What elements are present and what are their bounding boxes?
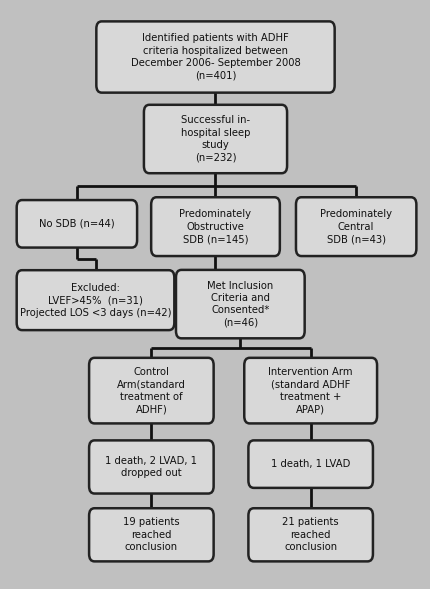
Text: 21 patients
reached
conclusion: 21 patients reached conclusion — [282, 517, 338, 552]
FancyBboxPatch shape — [144, 105, 286, 173]
FancyBboxPatch shape — [17, 200, 137, 247]
Text: Identified patients with ADHF
criteria hospitalized between
December 2006- Septe: Identified patients with ADHF criteria h… — [130, 34, 300, 81]
Text: Met Inclusion
Criteria and
Consented*
(n=46): Met Inclusion Criteria and Consented* (n… — [207, 280, 273, 327]
FancyBboxPatch shape — [175, 270, 304, 338]
FancyBboxPatch shape — [17, 270, 174, 330]
Text: 19 patients
reached
conclusion: 19 patients reached conclusion — [123, 517, 179, 552]
FancyBboxPatch shape — [96, 21, 334, 92]
Text: Predominately
Obstructive
SDB (n=145): Predominately Obstructive SDB (n=145) — [179, 209, 251, 244]
Text: 1 death, 1 LVAD: 1 death, 1 LVAD — [270, 459, 350, 469]
Text: 1 death, 2 LVAD, 1
dropped out: 1 death, 2 LVAD, 1 dropped out — [105, 456, 197, 478]
Text: No SDB (n=44): No SDB (n=44) — [39, 219, 114, 229]
FancyBboxPatch shape — [151, 197, 279, 256]
Text: Excluded:
LVEF>45%  (n=31)
Projected LOS <3 days (n=42): Excluded: LVEF>45% (n=31) Projected LOS … — [20, 283, 171, 317]
Text: Predominately
Central
SDB (n=43): Predominately Central SDB (n=43) — [319, 209, 391, 244]
Text: Control
Arm(standard
treatment of
ADHF): Control Arm(standard treatment of ADHF) — [117, 367, 185, 414]
FancyBboxPatch shape — [295, 197, 415, 256]
FancyBboxPatch shape — [248, 441, 372, 488]
FancyBboxPatch shape — [89, 358, 213, 423]
FancyBboxPatch shape — [89, 441, 213, 494]
Text: Successful in-
hospital sleep
study
(n=232): Successful in- hospital sleep study (n=2… — [181, 115, 249, 163]
FancyBboxPatch shape — [248, 508, 372, 561]
FancyBboxPatch shape — [89, 508, 213, 561]
FancyBboxPatch shape — [244, 358, 376, 423]
Text: Intervention Arm
(standard ADHF
treatment +
APAP): Intervention Arm (standard ADHF treatmen… — [268, 367, 352, 414]
